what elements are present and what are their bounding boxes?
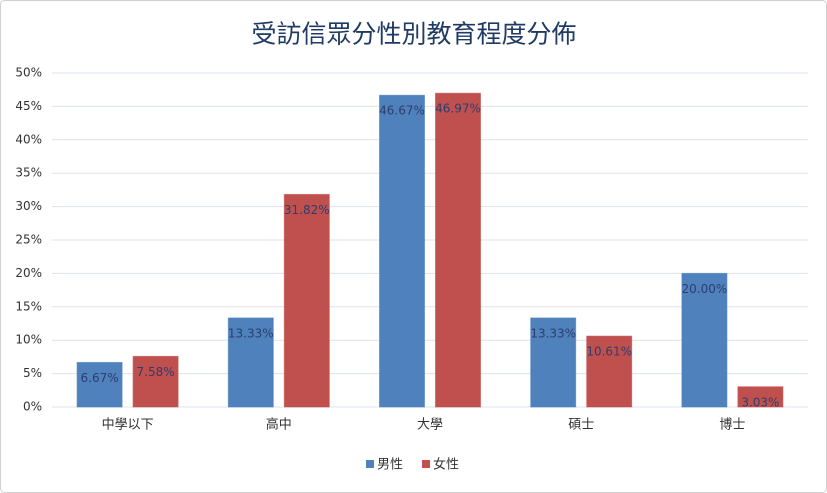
y-tick-label: 0% bbox=[23, 400, 42, 414]
bar bbox=[586, 335, 633, 408]
x-tick-label: 博士 bbox=[719, 418, 745, 433]
x-tick-label: 中學以下 bbox=[102, 418, 154, 433]
bar bbox=[435, 92, 481, 408]
y-tick-label: 30% bbox=[15, 199, 42, 213]
x-tick-label: 大學 bbox=[417, 418, 443, 433]
value-label: 46.97% bbox=[435, 102, 481, 116]
chart-title: 受訪信眾分性別教育程度分佈 bbox=[251, 20, 576, 49]
legend-swatch bbox=[422, 460, 430, 468]
bar bbox=[737, 386, 784, 408]
legend-label: 男性 bbox=[377, 458, 403, 473]
legend-swatch bbox=[366, 460, 374, 468]
y-tick-label: 10% bbox=[15, 333, 42, 347]
bar bbox=[283, 193, 330, 408]
value-label: 13.33% bbox=[530, 326, 576, 340]
value-label: 6.67% bbox=[81, 371, 119, 385]
y-tick-label: 50% bbox=[15, 66, 42, 80]
y-tick-label: 25% bbox=[15, 233, 42, 247]
bar bbox=[379, 94, 425, 408]
value-label: 3.03% bbox=[741, 395, 779, 409]
y-tick-label: 5% bbox=[23, 366, 42, 380]
legend-label: 女性 bbox=[433, 457, 459, 473]
x-tick-label: 高中 bbox=[266, 417, 292, 433]
y-tick-label: 15% bbox=[15, 299, 42, 313]
value-label: 13.33% bbox=[228, 326, 274, 340]
bar bbox=[530, 317, 577, 408]
bar bbox=[132, 355, 179, 408]
y-tick-label: 35% bbox=[15, 166, 42, 180]
y-tick-label: 45% bbox=[15, 99, 42, 113]
value-label: 46.67% bbox=[379, 104, 425, 118]
x-tick-label: 碩士 bbox=[568, 418, 594, 433]
y-tick-label: 20% bbox=[15, 266, 42, 280]
y-tick-label: 40% bbox=[15, 132, 42, 146]
bar bbox=[681, 272, 728, 408]
bar bbox=[76, 361, 123, 408]
value-label: 20.00% bbox=[682, 282, 728, 296]
bar bbox=[227, 317, 274, 408]
value-label: 7.58% bbox=[137, 365, 175, 379]
value-label: 31.82% bbox=[284, 203, 330, 217]
value-label: 10.61% bbox=[586, 345, 632, 359]
